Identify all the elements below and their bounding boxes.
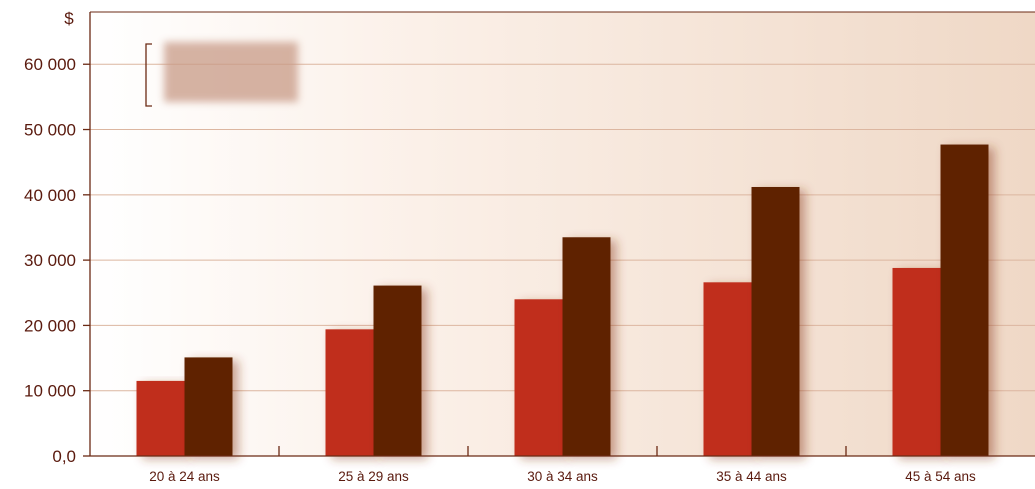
legend — [145, 42, 298, 107]
bar — [184, 357, 233, 456]
x-tick-label: 20 à 24 ans — [149, 469, 220, 484]
bar — [562, 237, 611, 456]
bar — [892, 267, 941, 456]
bar — [514, 299, 563, 456]
y-tick-label: 30 000 — [24, 251, 76, 270]
x-tick-label: 35 à 44 ans — [716, 469, 787, 484]
y-axis-unit: $ — [64, 9, 74, 28]
x-ticks: 20 à 24 ans 25 à 29 ans 30 à 34 ans 35 à 44… — [149, 446, 976, 484]
y-tick-label: 50 000 — [24, 121, 76, 140]
y-tick-label: 60 000 — [24, 55, 76, 74]
bar — [325, 329, 374, 456]
x-tick-label: 25 à 29 ans — [338, 469, 409, 484]
y-tick-label: 0,0 — [52, 447, 76, 466]
legend-bracket — [145, 43, 152, 107]
x-tick-label: 45 à 54 ans — [905, 469, 976, 484]
bar — [751, 186, 800, 457]
y-tick-label: 20 000 — [24, 316, 76, 335]
legend-box — [164, 42, 298, 102]
y-ticks: 0,0 10 000 20 000 30 000 40 000 50 000 60 000 — [24, 55, 90, 466]
bar — [703, 282, 752, 456]
y-tick-label: 40 000 — [24, 186, 76, 205]
bar — [940, 144, 989, 456]
bar — [136, 380, 185, 456]
bar — [373, 285, 422, 456]
bars — [136, 144, 989, 457]
y-tick-label: 10 000 — [24, 382, 76, 401]
x-tick-label: 30 à 34 ans — [527, 469, 598, 484]
